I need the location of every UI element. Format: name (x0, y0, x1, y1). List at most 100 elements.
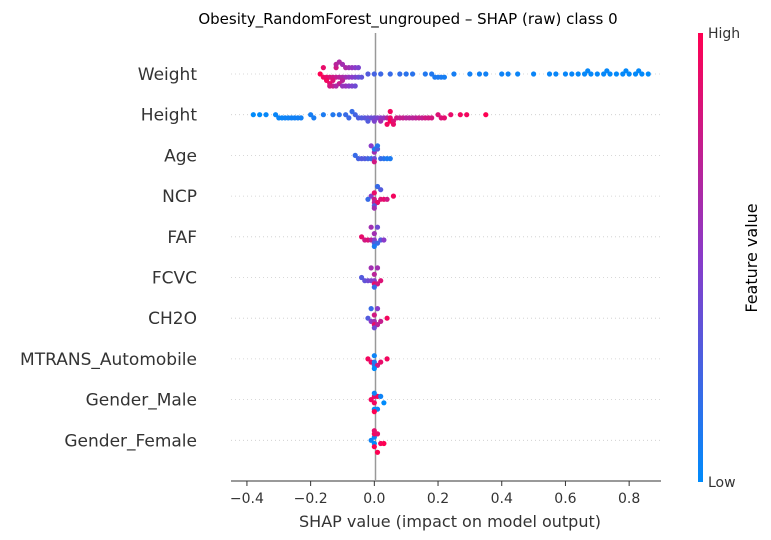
shap-point (546, 71, 553, 77)
x-tick-label: −0.4 (230, 491, 264, 507)
shap-point (387, 71, 393, 77)
shap-point (320, 112, 326, 118)
shap-point (374, 281, 381, 287)
shap-point (368, 397, 374, 403)
shap-point (381, 237, 387, 243)
feature-label: Gender_Female (64, 431, 197, 451)
shap-point (368, 224, 374, 230)
shap-point (349, 108, 355, 115)
shap-point (569, 71, 575, 77)
shap-point (330, 112, 336, 118)
shap-point (371, 284, 377, 290)
shap-point (250, 112, 256, 118)
x-axis-label: SHAP value (impact on model output) (299, 512, 601, 531)
shap-point (378, 187, 384, 193)
shap-point (464, 112, 470, 118)
feature-labels: Weight Height Age NCP FAF FCVC CH2O MTRANS_Auto… (20, 65, 197, 451)
shap-point (374, 265, 381, 271)
shap-point (632, 71, 639, 77)
shap-point (371, 71, 377, 77)
shap-point (308, 112, 314, 118)
shap-point (317, 71, 323, 77)
shap-point (336, 59, 342, 65)
shap-point (378, 71, 384, 77)
shap-point (607, 71, 613, 77)
shap-point (429, 115, 435, 121)
shap-point (403, 71, 409, 77)
shap-point (371, 444, 377, 450)
shap-point (390, 193, 397, 199)
feature-label: FAF (167, 228, 197, 248)
shap-point (575, 71, 581, 77)
shap-point (374, 322, 381, 328)
feature-label: NCP (162, 187, 197, 207)
shap-point (371, 365, 377, 372)
shap-point (620, 71, 626, 77)
shap-point (645, 71, 651, 77)
shap-point (371, 243, 377, 249)
x-tick-label: 0.6 (554, 491, 576, 507)
shap-point (368, 306, 374, 312)
shap-point (371, 390, 377, 396)
shap-point (368, 143, 374, 149)
shap-point (530, 71, 537, 77)
shap-point (483, 71, 489, 77)
shap-point (378, 278, 384, 284)
shap-point (387, 156, 393, 162)
shap-point (298, 115, 304, 121)
shap-point (339, 77, 346, 83)
shap-point (374, 449, 381, 455)
shap-point (374, 362, 381, 368)
shap-point (272, 112, 279, 118)
shap-point (378, 359, 384, 365)
shap-point (333, 83, 339, 89)
shap-point (636, 68, 642, 74)
shap-point (371, 325, 377, 331)
shap-point (371, 118, 377, 124)
shap-point (483, 112, 489, 118)
shap-point (365, 71, 371, 77)
shap-point (397, 71, 403, 77)
shap-point (467, 71, 473, 77)
shap-point (378, 393, 384, 399)
shap-point (374, 306, 381, 312)
shap-point (358, 234, 365, 240)
shap-point (257, 112, 263, 118)
shap-point (384, 315, 390, 321)
colorbar-low-label: Low (708, 475, 736, 491)
shap-point (505, 71, 511, 77)
shap-point (581, 71, 588, 77)
colorbar-high-label: High (708, 26, 740, 42)
shap-point (311, 115, 317, 121)
feature-label: Weight (138, 65, 198, 85)
shap-point (320, 65, 326, 71)
shap-point (409, 71, 416, 77)
shap-point (374, 183, 381, 190)
shap-point (390, 121, 397, 127)
shap-point (352, 152, 358, 158)
shap-point (457, 112, 463, 118)
shap-point (365, 196, 371, 202)
shap-point (263, 112, 269, 118)
shap-point (346, 115, 352, 121)
shap-point (371, 271, 377, 277)
colorbar (698, 33, 703, 482)
shap-point (553, 71, 559, 77)
shap-point (371, 312, 377, 318)
x-tick-label: 0.4 (491, 491, 513, 507)
shap-point (448, 112, 454, 118)
shap-point (381, 400, 387, 406)
shap-point (371, 205, 377, 211)
shap-point (358, 74, 365, 80)
x-tick-label: 0.0 (363, 491, 385, 507)
feature-label: Height (141, 106, 198, 126)
feature-label: Gender_Male (86, 391, 197, 411)
shap-point (365, 315, 371, 321)
feature-label: CH2O (148, 309, 197, 329)
shap-point (371, 428, 377, 434)
shap-point (441, 74, 448, 80)
shap-point (562, 71, 569, 77)
shap-point (336, 112, 342, 118)
x-axis-ticks: −0.4 −0.2 0.0 0.2 0.4 0.6 0.8 (230, 481, 640, 507)
